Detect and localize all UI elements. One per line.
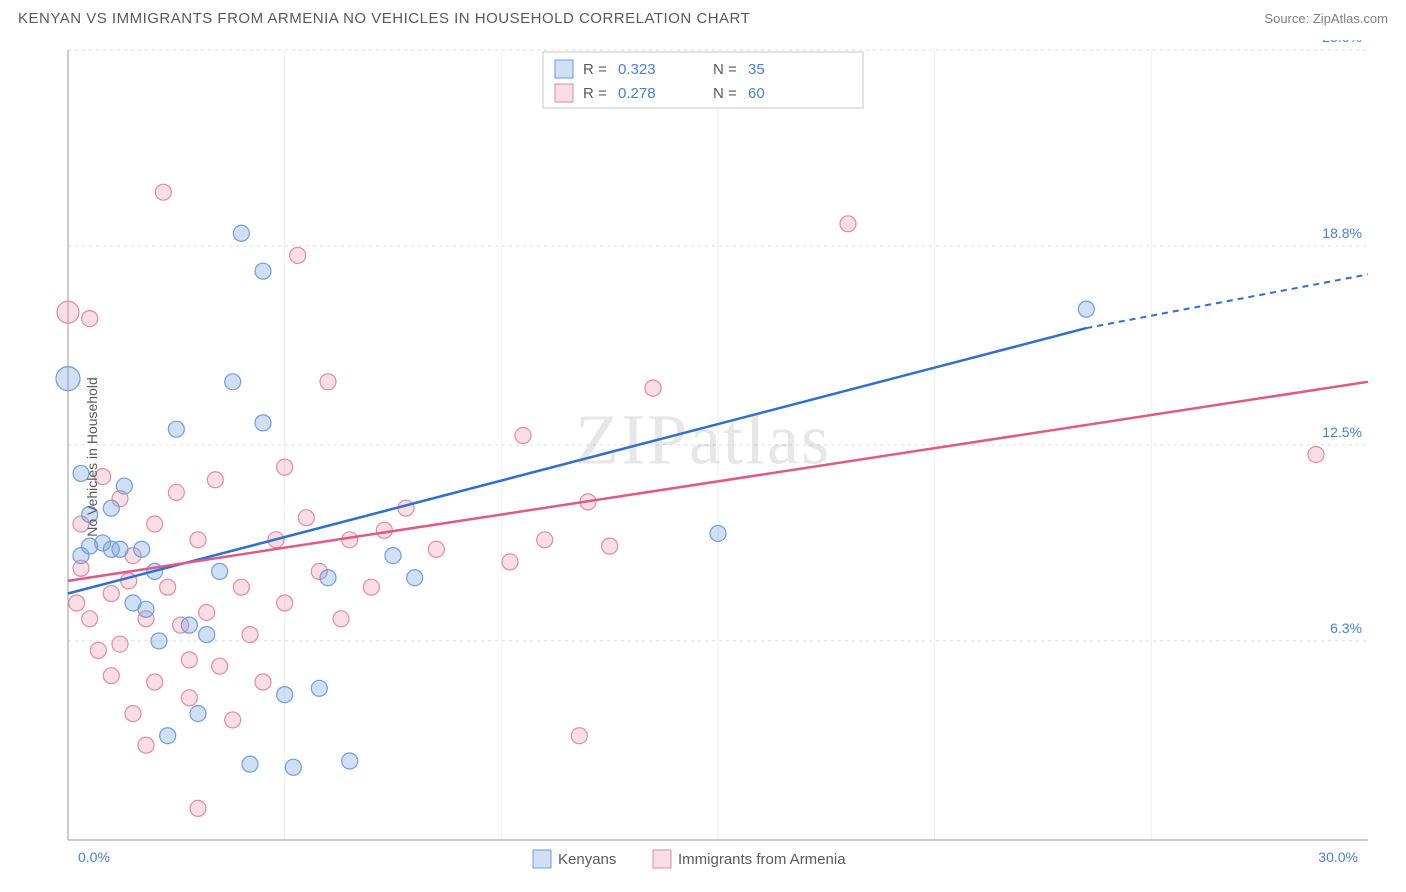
data-point-pink (125, 706, 141, 722)
data-point-pink (212, 658, 228, 674)
data-point-pink (290, 247, 306, 263)
data-point-pink (160, 579, 176, 595)
data-point-pink (537, 532, 553, 548)
data-point-blue (212, 563, 228, 579)
data-point-pink (363, 579, 379, 595)
data-point-blue (1078, 301, 1094, 317)
data-point-blue (255, 415, 271, 431)
trendline-blue-dash (1086, 274, 1368, 328)
data-point-pink (320, 374, 336, 390)
data-point-pink (103, 668, 119, 684)
legend-r-pink: 0.278 (618, 85, 656, 102)
data-point-blue (285, 759, 301, 775)
data-point-blue (233, 225, 249, 241)
data-point-blue (160, 728, 176, 744)
data-point-blue (199, 627, 215, 643)
data-point-pink (155, 184, 171, 200)
data-point-blue (103, 500, 119, 516)
y-tick-label: 25.0% (1322, 40, 1362, 45)
legend-swatch-blue (555, 60, 573, 78)
data-point-pink (199, 604, 215, 620)
data-point-pink (840, 216, 856, 232)
legend-n-pink: 60 (748, 85, 765, 102)
source-link[interactable]: ZipAtlas.com (1313, 11, 1388, 26)
data-point-blue (255, 263, 271, 279)
data-point-blue (56, 367, 80, 391)
data-point-blue (320, 570, 336, 586)
data-point-pink (103, 586, 119, 602)
data-point-pink (90, 642, 106, 658)
data-point-blue (242, 756, 258, 772)
data-point-pink (277, 595, 293, 611)
y-tick-label: 12.5% (1322, 424, 1362, 440)
y-axis-label: No Vehicles in Household (84, 377, 100, 537)
data-point-pink (515, 428, 531, 444)
legend-swatch-pink (555, 84, 573, 102)
y-tick-label: 6.3% (1330, 620, 1362, 636)
legend-n-blue: 35 (748, 61, 765, 78)
legend-label-pink: Immigrants from Armenia (678, 851, 846, 868)
data-point-pink (82, 611, 98, 627)
data-point-pink (277, 459, 293, 475)
data-point-pink (190, 800, 206, 816)
data-point-pink (147, 516, 163, 532)
data-point-pink (57, 301, 79, 323)
chart-area: No Vehicles in Household ZIPatlas 6.3%12… (18, 40, 1388, 874)
data-point-blue (277, 687, 293, 703)
data-point-pink (502, 554, 518, 570)
data-point-pink (233, 579, 249, 595)
data-point-pink (645, 380, 661, 396)
data-point-pink (428, 541, 444, 557)
data-point-pink (298, 510, 314, 526)
data-point-pink (255, 674, 271, 690)
data-point-pink (181, 652, 197, 668)
data-point-pink (138, 737, 154, 753)
legend-r-label: R = (583, 61, 607, 78)
data-point-blue (168, 421, 184, 437)
data-point-blue (151, 633, 167, 649)
data-point-blue (407, 570, 423, 586)
data-point-pink (69, 595, 85, 611)
legend-swatch-blue (533, 850, 551, 868)
x-tick-label: 30.0% (1318, 849, 1358, 865)
data-point-pink (168, 484, 184, 500)
data-point-blue (342, 753, 358, 769)
data-point-pink (147, 674, 163, 690)
chart-title: KENYAN VS IMMIGRANTS FROM ARMENIA NO VEH… (18, 10, 750, 27)
legend-n-label: N = (713, 61, 737, 78)
data-point-blue (225, 374, 241, 390)
data-point-blue (112, 541, 128, 557)
data-point-pink (225, 712, 241, 728)
data-point-pink (112, 636, 128, 652)
data-point-pink (333, 611, 349, 627)
data-point-pink (1308, 446, 1324, 462)
data-point-blue (134, 541, 150, 557)
source-attribution: Source: ZipAtlas.com (1264, 11, 1388, 26)
legend-r-blue: 0.323 (618, 61, 656, 78)
data-point-blue (710, 525, 726, 541)
data-point-pink (398, 500, 414, 516)
y-tick-label: 18.8% (1322, 225, 1362, 241)
source-label: Source: (1264, 11, 1309, 26)
data-point-blue (116, 478, 132, 494)
data-point-pink (82, 311, 98, 327)
legend-n-label: N = (713, 85, 737, 102)
x-tick-label: 0.0% (78, 849, 110, 865)
data-point-pink (181, 690, 197, 706)
legend-label-blue: Kenyans (558, 851, 616, 868)
legend-r-label: R = (583, 85, 607, 102)
data-point-blue (190, 706, 206, 722)
data-point-pink (602, 538, 618, 554)
trendline-blue (68, 328, 1086, 593)
data-point-blue (385, 548, 401, 564)
data-point-blue (311, 680, 327, 696)
legend-swatch-pink (653, 850, 671, 868)
data-point-pink (207, 472, 223, 488)
data-point-pink (242, 627, 258, 643)
scatter-chart: 6.3% 12.5% 18.8% 25.0% 0.0% 30.0% R = 0.323 N = 3… (18, 40, 1388, 874)
data-point-blue (138, 601, 154, 617)
data-point-blue (181, 617, 197, 633)
data-point-pink (190, 532, 206, 548)
data-point-pink (571, 728, 587, 744)
